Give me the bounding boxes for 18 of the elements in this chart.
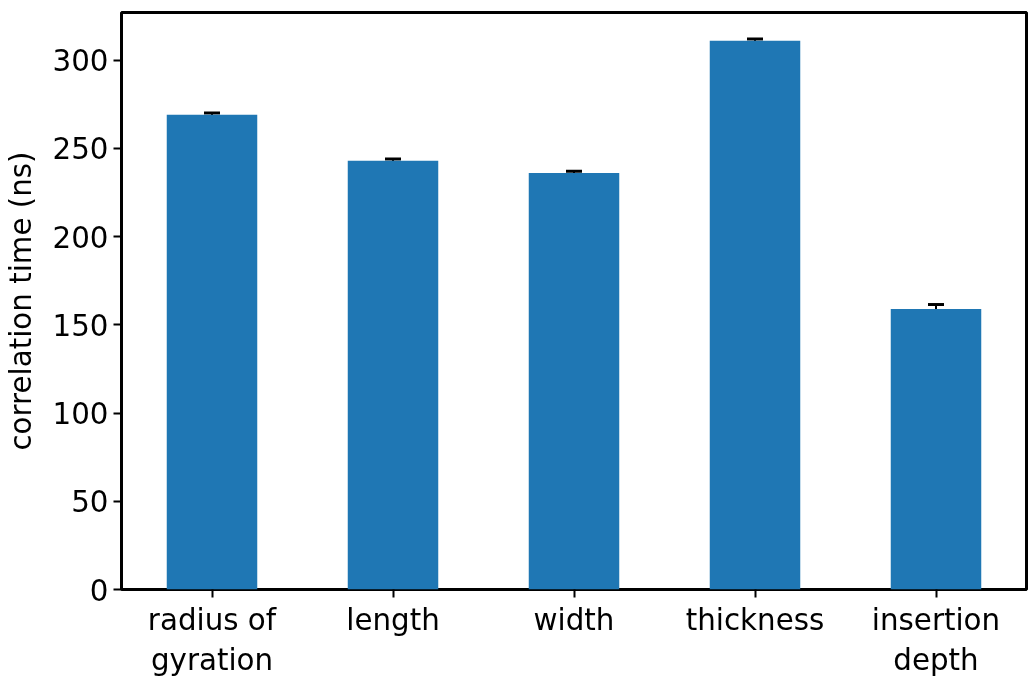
bar — [166, 114, 258, 590]
x-tick-label: width — [533, 602, 615, 637]
y-tick-label: 0 — [89, 573, 109, 608]
x-tick-label: radius of gyration — [147, 602, 277, 678]
x-tick-label: length — [346, 602, 440, 637]
y-tick-label: 200 — [52, 220, 109, 255]
bar — [347, 160, 439, 590]
y-tick-label: 250 — [52, 132, 109, 167]
bar — [890, 308, 982, 590]
y-tick-label: 50 — [71, 485, 109, 520]
y-tick-label: 300 — [52, 44, 109, 79]
bar — [528, 173, 620, 590]
y-axis-title: correlation time (ns) — [3, 151, 38, 451]
x-tick-label: thickness — [685, 602, 825, 637]
x-tick-label: insertion depth — [871, 602, 1001, 678]
y-tick-label: 100 — [52, 397, 109, 432]
y-tick-label: 150 — [52, 308, 109, 343]
bar — [709, 40, 801, 590]
